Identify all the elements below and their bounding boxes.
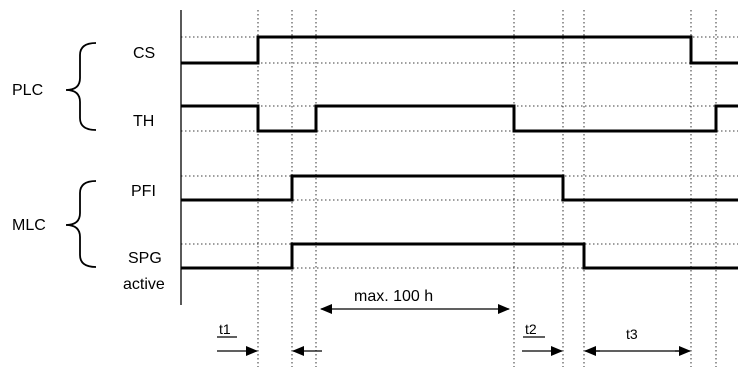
t2-label: t2 [525, 321, 537, 337]
cs-label: CS [133, 45, 155, 62]
mlc-brace [65, 180, 97, 268]
mlc-group-label: MLC [12, 217, 46, 234]
cs-waveform [181, 35, 738, 65]
th-waveform [181, 104, 738, 133]
t3-label: t3 [626, 326, 638, 342]
th-label: TH [133, 113, 154, 130]
spg-label: SPG [128, 250, 162, 267]
pfi-waveform [181, 174, 738, 202]
plc-brace [65, 42, 97, 131]
time-markers [257, 10, 717, 367]
spg-active-label: active [123, 276, 165, 293]
t1-label: t1 [219, 321, 231, 337]
max-duration-label: max. 100 h [354, 288, 433, 305]
level-guides [181, 36, 738, 269]
spg-active-waveform [181, 242, 738, 270]
pfi-label: PFI [131, 183, 156, 200]
plc-group-label: PLC [12, 82, 43, 99]
